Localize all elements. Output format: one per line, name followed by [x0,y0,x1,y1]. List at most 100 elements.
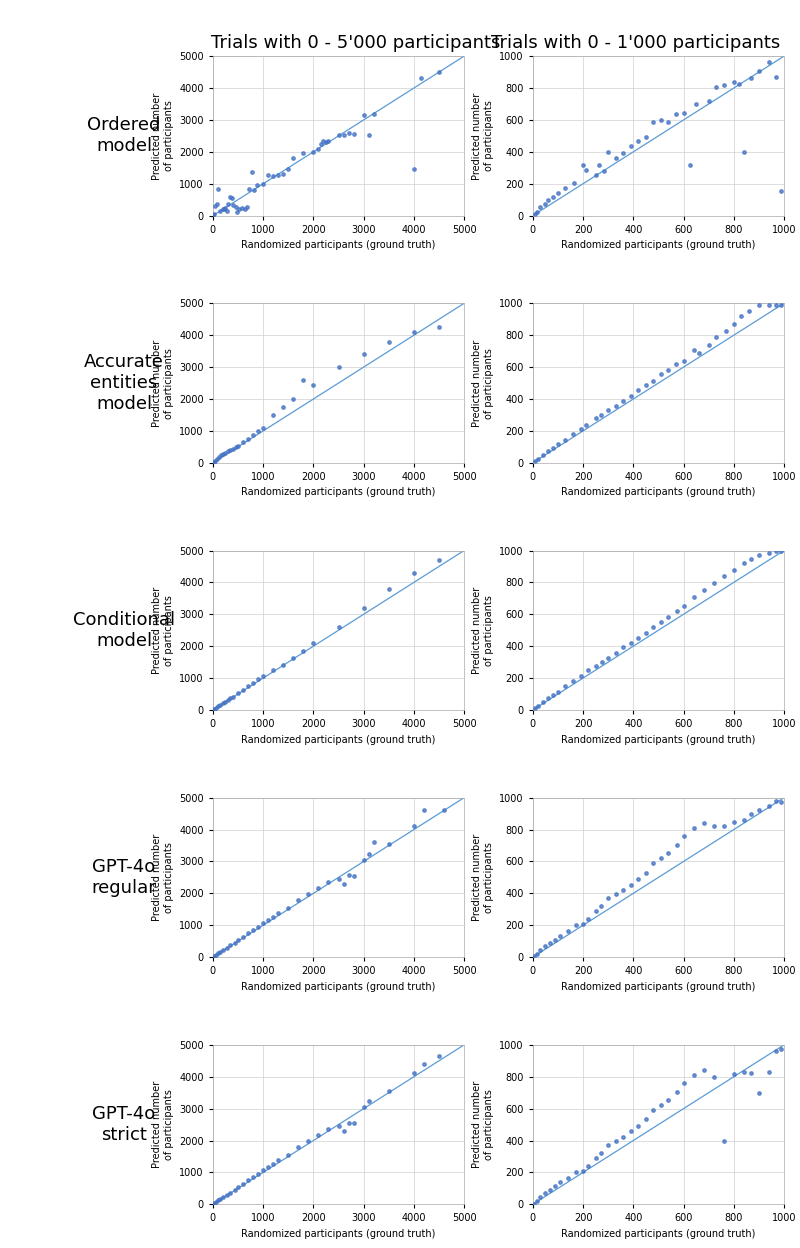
Point [770,1041,783,1061]
Point [347,866,360,886]
Point [562,921,574,941]
Point [282,1144,294,1164]
Point [529,699,542,719]
Point [221,1184,234,1204]
Point [238,200,251,220]
Point [257,1161,270,1181]
Point [207,700,220,720]
Point [574,419,587,439]
Point [738,810,750,830]
Point [624,633,637,653]
Point [208,699,221,719]
Point [358,598,370,618]
Point [232,683,245,703]
Point [332,870,345,890]
Point [590,165,602,185]
Point [742,301,755,321]
Point [242,676,254,696]
Point [610,643,622,663]
Point [602,889,614,909]
Point [617,880,630,900]
Point [312,879,325,899]
Point [546,685,559,705]
Point [534,1187,546,1207]
Point [537,691,550,711]
Point [687,339,700,359]
Point [224,439,237,459]
Point [407,816,420,836]
Point [433,1046,446,1066]
Point [433,62,446,82]
Point [362,1091,375,1111]
Point [438,800,450,820]
Point [569,915,582,935]
Point [367,832,380,852]
Point [262,911,274,931]
Point [670,105,682,125]
Point [287,648,300,668]
Point [687,587,700,607]
Point [602,401,614,421]
Point [671,1082,684,1102]
Point [277,397,290,417]
Point [219,198,232,218]
Y-axis label: Predicted number
of participants: Predicted number of participants [472,1081,494,1168]
Point [707,816,720,836]
Point [753,545,766,565]
Y-axis label: Predicted number
of participants: Predicted number of participants [152,339,174,427]
Point [219,443,232,463]
Point [237,1174,250,1194]
Point [639,376,652,396]
Point [214,201,227,221]
Point [544,1181,557,1201]
Y-axis label: Predicted number
of participants: Predicted number of participants [472,92,494,180]
Point [718,816,730,836]
Point [232,436,245,456]
Point [217,940,230,960]
Point [602,648,614,668]
Point [262,1157,274,1177]
Point [670,354,682,374]
Text: GPT-4o
strict: GPT-4o strict [93,1106,156,1144]
Point [549,930,562,950]
Point [246,426,259,446]
Point [312,1126,325,1146]
Point [228,932,241,952]
Point [544,932,557,952]
Point [702,91,715,111]
Point [226,439,239,459]
Point [292,890,305,910]
Point [314,134,327,154]
Point [753,61,766,81]
Point [237,680,250,700]
Point [720,321,733,341]
Point [342,866,355,886]
Point [610,149,622,168]
Point [229,197,242,217]
Point [332,1117,345,1137]
Point [272,1151,285,1171]
Y-axis label: Predicted number
of participants: Predicted number of participants [152,92,174,180]
Point [539,936,552,956]
Point [312,139,325,158]
Point [262,166,274,186]
Point [211,1191,224,1211]
Point [617,1127,630,1147]
Point [707,1067,720,1087]
Point [229,437,242,457]
Point [647,617,660,636]
Point [407,322,420,342]
Point [745,1063,758,1083]
Point [272,904,285,924]
Point [237,927,250,947]
Point [647,112,660,132]
Point [224,688,237,708]
Point [562,1168,574,1188]
Point [647,854,660,874]
Point [775,1038,788,1058]
Point [574,666,587,686]
X-axis label: Randomized participants (ground truth): Randomized participants (ground truth) [562,982,755,992]
Point [738,142,750,162]
Y-axis label: Predicted number
of participants: Predicted number of participants [152,1081,174,1168]
Point [214,941,227,961]
